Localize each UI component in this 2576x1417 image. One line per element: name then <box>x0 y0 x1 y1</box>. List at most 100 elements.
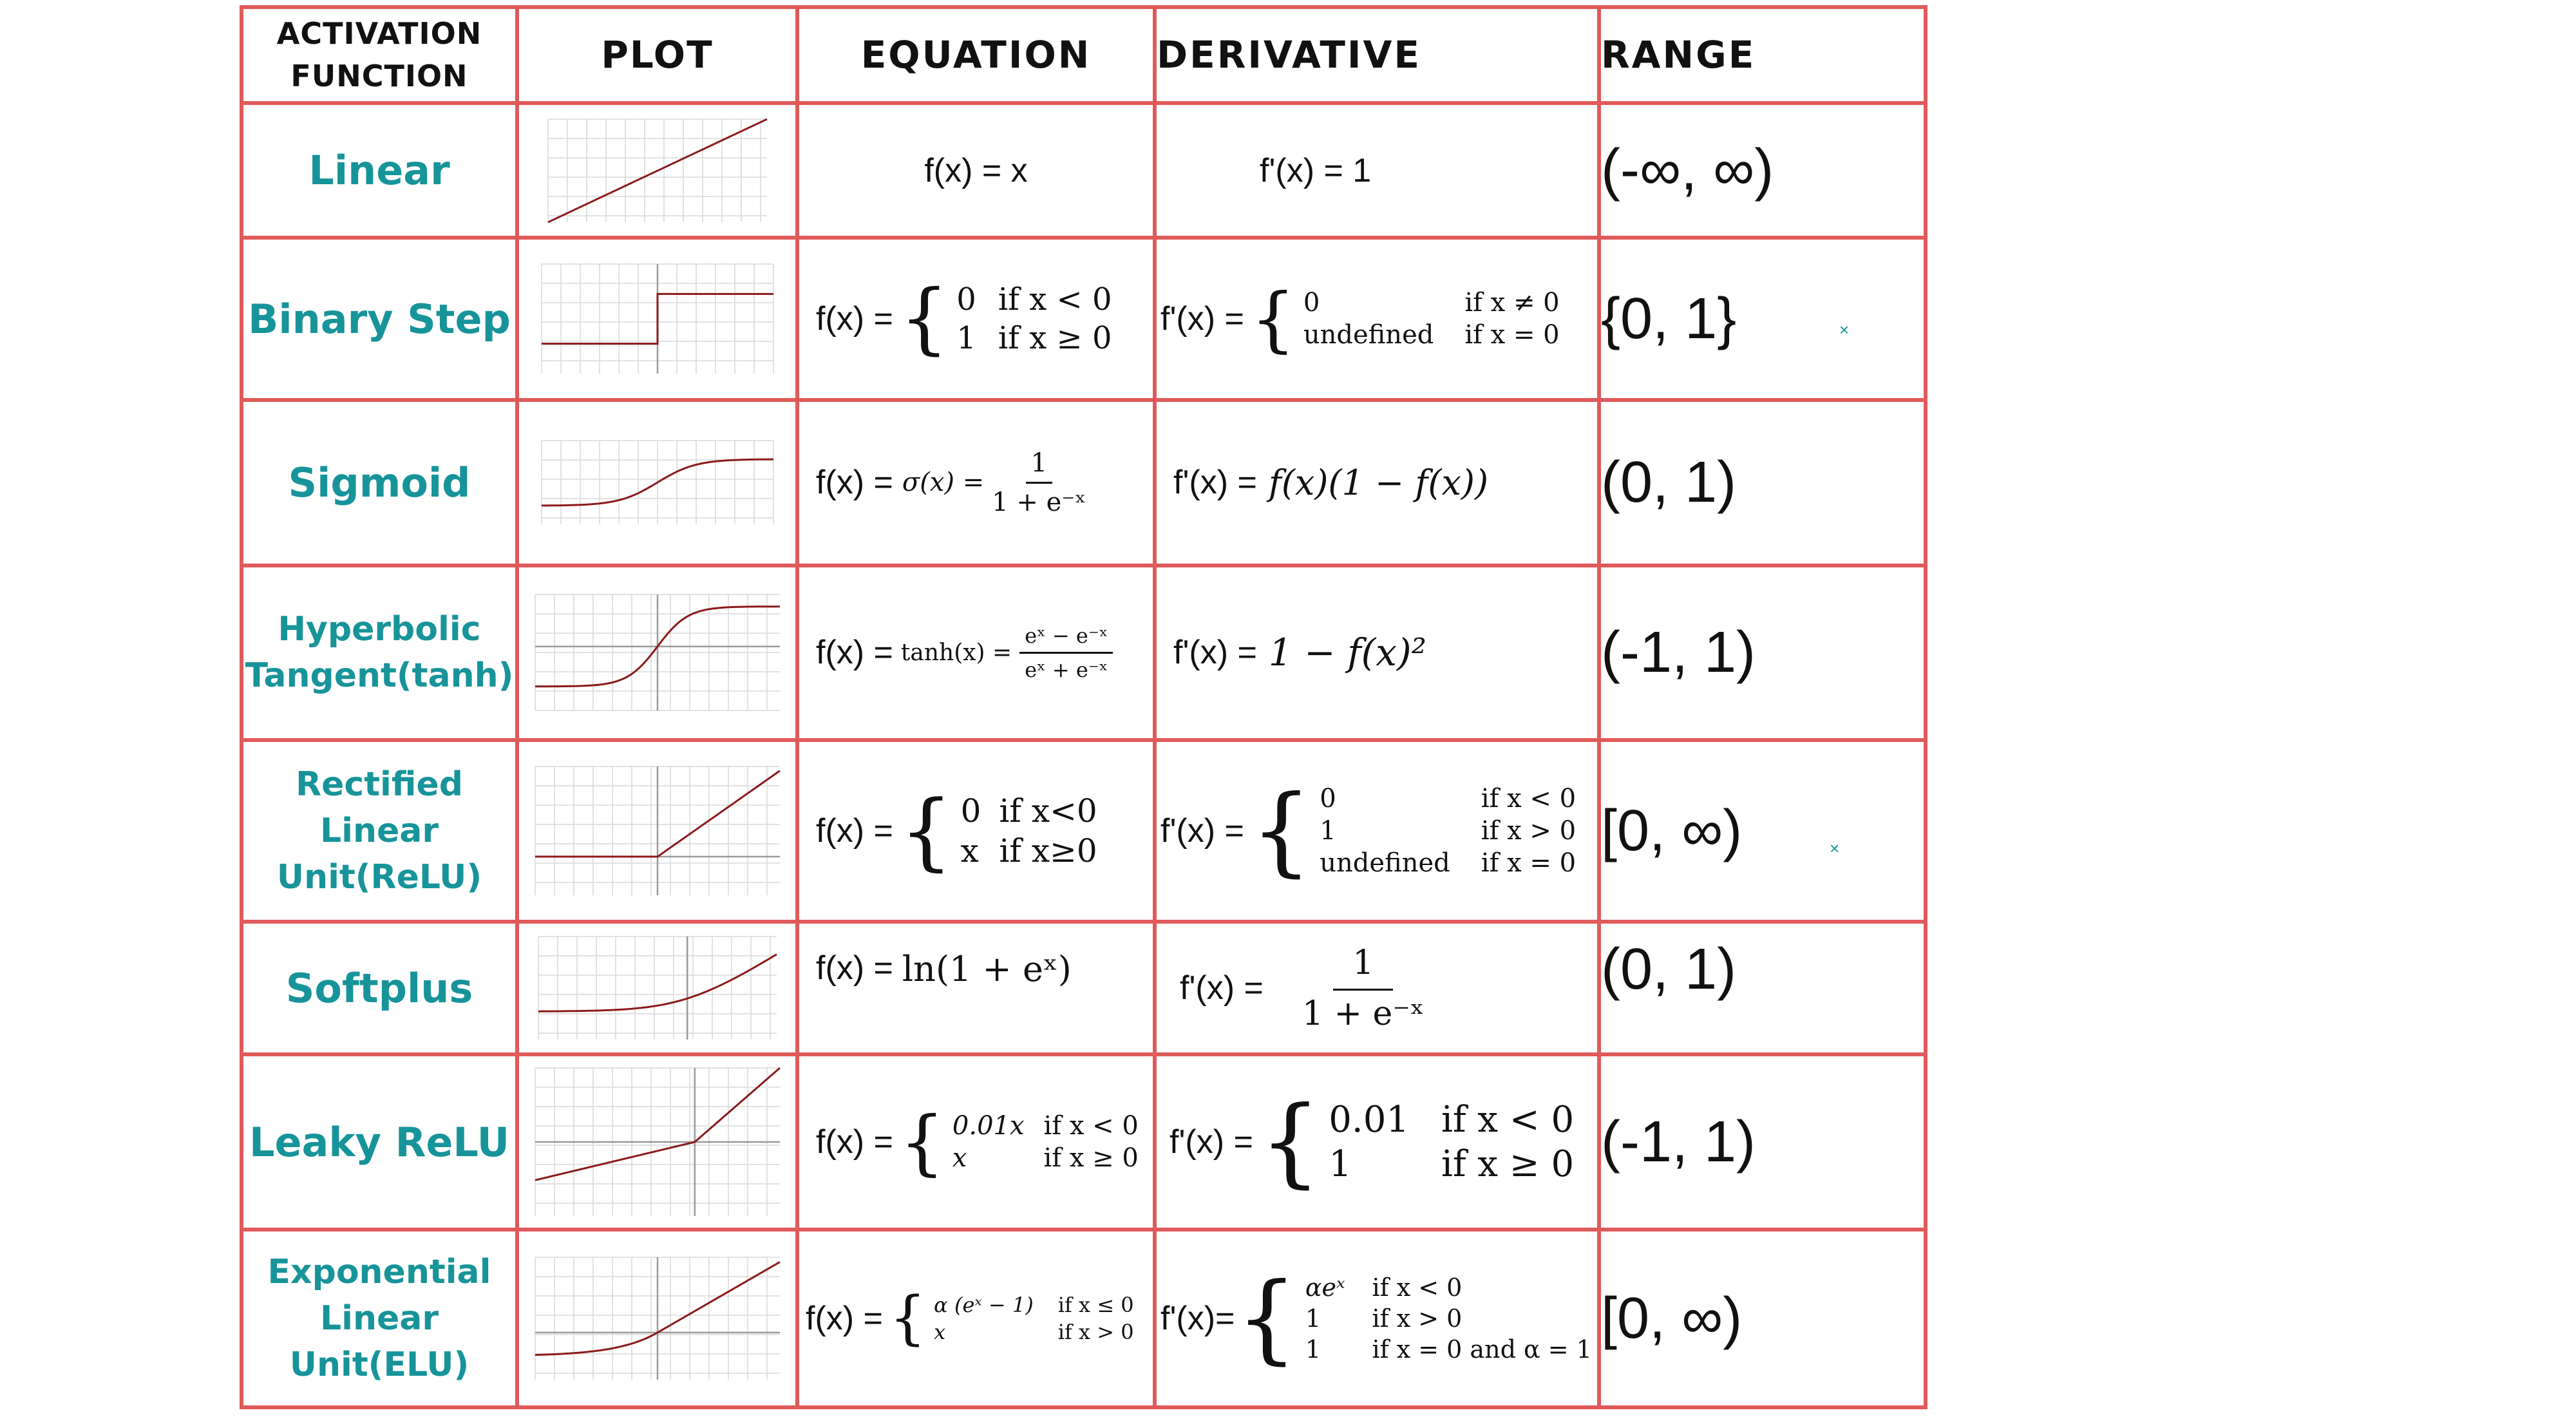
equation: f(x) = ln(1 + eˣ) <box>799 949 1153 989</box>
equation-cases: 0 if x < 0 1 if x ≥ 0 <box>956 281 1112 356</box>
table-row: Binary Step f(x) = { 0 if x < 0 1 if x ≥… <box>242 238 1926 400</box>
range-cell: (-∞, ∞) <box>1599 103 1926 238</box>
equation-cases: α (eˣ − 1) if x ≤ 0 x if x > 0 <box>934 1293 1133 1344</box>
case-condition: if x ≥ 0 <box>1441 1143 1574 1185</box>
plot-cell <box>517 238 797 400</box>
derivative-cell: f'(x) = { 0.01 if x < 0 1 if x ≥ 0 <box>1155 1054 1599 1230</box>
table-row: Sigmoid f(x) = σ(x) = 1 1 + e⁻ˣ f'(x) = … <box>242 400 1926 566</box>
plot-cell <box>517 400 797 566</box>
function-curve <box>538 955 777 1012</box>
plot-cell <box>517 1230 797 1407</box>
linear-plot <box>542 113 773 229</box>
range-value: (0, 1) <box>1601 937 1736 1002</box>
case-value: 0 <box>956 281 976 318</box>
case-value: 1 <box>1320 816 1450 846</box>
derivative-expression: f(x)(1 − f(x)) <box>1269 462 1488 503</box>
derivative: f'(x) = { 0 if x ≠ 0 undefined if x = 0 <box>1157 283 1597 354</box>
header-plot: PLOT <box>517 7 797 103</box>
range-value: (-1, 1) <box>1601 1110 1756 1174</box>
derivative-cases: 0 if x ≠ 0 undefined if x = 0 <box>1303 288 1560 350</box>
case-value: αeˣ <box>1305 1273 1345 1302</box>
derivative-cell: f'(x) = 1 − f(x)² <box>1155 566 1599 741</box>
plot-cell <box>517 566 797 741</box>
function-name-line2: Linear Unit(ELU) <box>243 1295 515 1388</box>
range-cell: (-1, 1) <box>1599 1054 1926 1230</box>
derivative-prefix: f'(x) = <box>1180 969 1264 1007</box>
fraction-denominator: 1 + e⁻ˣ <box>1302 991 1425 1033</box>
range-cell: (0, 1) <box>1599 400 1926 566</box>
case-value: 0.01x <box>952 1111 1025 1141</box>
derivative: f'(x) = 1 − f(x)² <box>1157 631 1597 674</box>
brace-icon: { <box>900 280 949 357</box>
header-range: RANGE <box>1599 7 1926 103</box>
equation-cell: f(x) = { 0 if x < 0 1 if x ≥ 0 <box>797 238 1155 400</box>
range-cell: {0, 1} × <box>1599 238 1926 400</box>
case-condition: if x < 0 <box>1441 1099 1574 1141</box>
brace-icon: { <box>889 1289 926 1347</box>
header-equation: EQUATION <box>797 7 1155 103</box>
function-name-line1: Hyperbolic <box>243 606 515 652</box>
case-value: 1 <box>1305 1335 1345 1364</box>
brace-icon: { <box>900 1107 945 1177</box>
case-value: x <box>961 832 981 870</box>
binary-step-plot <box>535 258 780 380</box>
function-name-line2: Unit(ReLU) <box>243 854 515 900</box>
function-name-line2: Tangent(tanh) <box>243 652 515 699</box>
function-name-cell: Rectified Linear Unit(ReLU) <box>242 740 517 922</box>
plot-cell <box>517 1054 797 1230</box>
derivative-cell: f'(x) = f(x)(1 − f(x)) <box>1155 400 1599 566</box>
derivative-prefix: f'(x) = <box>1160 812 1244 850</box>
case-condition: if x ≥ 0 <box>1044 1143 1139 1173</box>
plot-cell <box>517 103 797 238</box>
equation-prefix: f(x) = <box>806 1299 883 1338</box>
case-condition: if x = 0 <box>1464 320 1559 350</box>
function-name-line1: Exponential <box>243 1249 515 1295</box>
equation-expression: ln(1 + eˣ) <box>902 949 1072 989</box>
equation: f(x) = { α (eˣ − 1) if x ≤ 0 x if x > 0 <box>799 1289 1153 1347</box>
case-value: 0 <box>1320 784 1450 813</box>
brace-icon: { <box>1236 1270 1297 1367</box>
brace-icon: { <box>900 789 953 873</box>
header-derivative: DERIVATIVE <box>1155 7 1599 103</box>
equation-cell: f(x) = { α (eˣ − 1) if x ≤ 0 x if x > 0 <box>797 1230 1155 1407</box>
function-name-cell: Sigmoid <box>242 400 517 566</box>
case-condition: if x<0 <box>999 792 1097 830</box>
function-name-cell: Softplus <box>242 922 517 1054</box>
equation-prefix: f(x) = <box>816 1123 893 1161</box>
table-row: Linear f(x) = x f'(x) = 1 (-∞, ∞) <box>242 103 1926 238</box>
range-value: (-∞, ∞) <box>1601 138 1774 202</box>
derivative-cell: f'(x) = 1 1 + e⁻ˣ <box>1155 922 1599 1054</box>
equation-cell: f(x) = σ(x) = 1 1 + e⁻ˣ <box>797 400 1155 566</box>
function-curve <box>535 1068 780 1180</box>
brace-icon: { <box>1251 783 1312 879</box>
fraction-denominator: 1 + e⁻ˣ <box>992 484 1086 517</box>
case-condition: if x < 0 <box>1481 784 1576 813</box>
equation-fraction: 1 1 + e⁻ˣ <box>992 448 1086 517</box>
case-condition: if x ≤ 0 <box>1058 1293 1134 1317</box>
derivative-cell: f'(x)= { αeˣ if x < 0 1 if x > 0 1 if x … <box>1155 1230 1599 1407</box>
equation-cell: f(x) = ln(1 + eˣ) <box>797 922 1155 1054</box>
range-value: {0, 1} <box>1601 287 1736 351</box>
case-condition: if x > 0 <box>1372 1304 1591 1333</box>
fraction-denominator: eˣ + e⁻ˣ <box>1025 654 1108 682</box>
case-condition: if x ≥ 0 <box>998 320 1112 356</box>
case-value: 1 <box>1305 1304 1345 1333</box>
header-row: ACTIVATION FUNCTION PLOT EQUATION DERIVA… <box>242 7 1926 103</box>
function-name-cell: Hyperbolic Tangent(tanh) <box>242 566 517 741</box>
equation-prefix: f(x) = <box>816 949 893 987</box>
case-condition: if x≥0 <box>999 832 1097 870</box>
fraction-numerator: 1 <box>1333 944 1393 991</box>
table-row: Rectified Linear Unit(ReLU) f(x) = { 0 i… <box>242 740 1926 922</box>
equation-prefix: f(x) = <box>816 300 893 338</box>
table-row: Leaky ReLU f(x) = { 0.01x if x < 0 x if … <box>242 1054 1926 1230</box>
case-value: x <box>934 1320 1034 1344</box>
derivative: f'(x) = f(x)(1 − f(x)) <box>1157 462 1597 503</box>
case-condition: if x < 0 <box>998 281 1112 318</box>
range-value: [0, ∞) <box>1601 799 1742 863</box>
table-row: Softplus f(x) = ln(1 + eˣ) f'(x) = 1 1 +… <box>242 922 1926 1054</box>
brace-icon: { <box>1260 1094 1321 1190</box>
case-condition: if x < 0 <box>1372 1273 1591 1302</box>
derivative-cases: αeˣ if x < 0 1 if x > 0 1 if x = 0 and α… <box>1305 1273 1592 1364</box>
range-value: [0, ∞) <box>1601 1286 1742 1351</box>
